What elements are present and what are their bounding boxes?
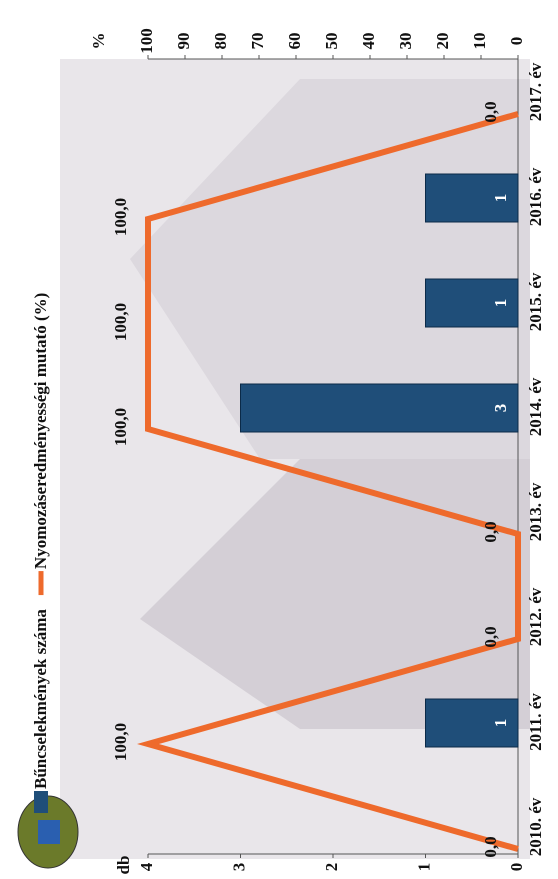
y2-axis-title: % bbox=[89, 33, 108, 50]
bar bbox=[425, 698, 519, 748]
y-tick-label: 1 bbox=[414, 863, 433, 872]
x-tick-label: 2017. év bbox=[526, 62, 545, 121]
y-tick-label: 2 bbox=[322, 863, 341, 872]
y2-tick-label: 90 bbox=[174, 33, 193, 50]
x-tick-label: 2011. év bbox=[526, 693, 545, 751]
data-label: 0,0 bbox=[481, 101, 500, 122]
x-tick-label: 2010. év bbox=[526, 797, 545, 856]
y2-tick-label: 60 bbox=[285, 33, 304, 50]
y2-tick-label: 50 bbox=[322, 33, 341, 50]
y2-tick-label: 80 bbox=[211, 33, 230, 50]
x-tick-label: 2012. év bbox=[526, 587, 545, 646]
legend-label: Bűncselekmények száma bbox=[31, 609, 50, 789]
legend-label: Nyomozáseredményességi mutató (%) bbox=[31, 293, 50, 569]
x-tick-label: 2015. év bbox=[526, 272, 545, 331]
x-tick-label: 2016. év bbox=[526, 167, 545, 226]
y2-tick-label: 40 bbox=[359, 33, 378, 50]
y-tick-label: 4 bbox=[137, 862, 156, 871]
y2-tick-label: 10 bbox=[470, 33, 489, 50]
bar bbox=[240, 383, 519, 433]
line bbox=[137, 111, 521, 852]
y2-tick-label: 70 bbox=[248, 33, 267, 50]
data-label: 1 bbox=[491, 299, 510, 308]
legend-swatch bbox=[34, 791, 48, 813]
data-label: 100,0 bbox=[111, 198, 130, 236]
y2-tick-label: 100 bbox=[137, 28, 156, 54]
data-label: 100,0 bbox=[111, 303, 130, 341]
police-badge-shield bbox=[38, 820, 60, 844]
y-axis-title: db bbox=[114, 856, 133, 875]
y2-tick-label: 0 bbox=[507, 37, 526, 46]
x-tick-label: 2014. év bbox=[526, 377, 545, 436]
data-label: 1 bbox=[491, 719, 510, 728]
y2-tick-label: 30 bbox=[396, 33, 415, 50]
data-label: 100,0 bbox=[111, 408, 130, 446]
y-tick-label: 3 bbox=[229, 863, 248, 872]
bar bbox=[425, 278, 519, 328]
data-label: 1 bbox=[491, 194, 510, 203]
data-label: 0,0 bbox=[481, 626, 500, 647]
y-tick-label: 0 bbox=[507, 863, 526, 872]
data-label: 3 bbox=[491, 404, 510, 413]
data-label: 0,0 bbox=[481, 521, 500, 542]
data-label: 0,0 bbox=[481, 836, 500, 857]
y2-tick-label: 20 bbox=[433, 33, 452, 50]
data-label: 100,0 bbox=[111, 723, 130, 761]
x-tick-label: 2013. év bbox=[526, 482, 545, 541]
bar bbox=[425, 173, 519, 223]
